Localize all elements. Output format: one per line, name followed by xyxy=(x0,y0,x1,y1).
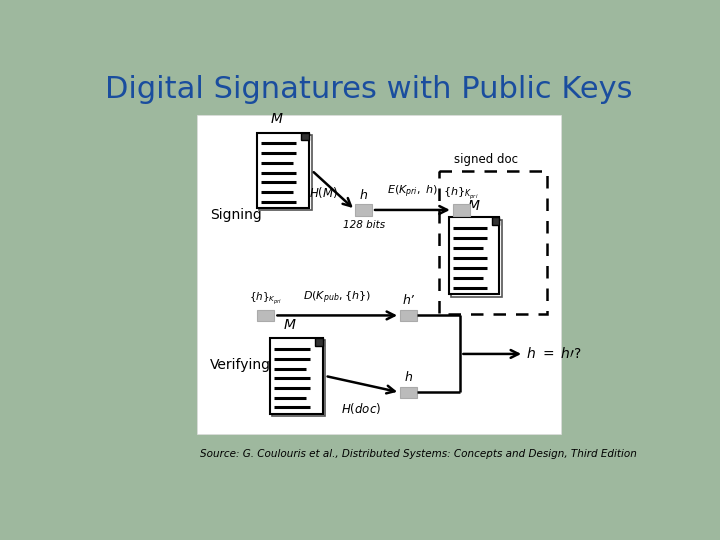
Bar xyxy=(449,217,499,294)
Text: Source: G. Coulouris et al., Distributed Systems: Concepts and Design, Third Edi: Source: G. Coulouris et al., Distributed… xyxy=(200,449,637,458)
Bar xyxy=(451,220,502,296)
Bar xyxy=(302,132,310,140)
Bar xyxy=(400,309,417,321)
Bar xyxy=(400,387,417,398)
Text: M: M xyxy=(468,199,480,213)
Text: $h$: $h$ xyxy=(359,188,368,202)
Text: $H(doc)$: $H(doc)$ xyxy=(341,401,382,416)
Text: M: M xyxy=(284,318,296,332)
Text: h’: h’ xyxy=(402,294,415,307)
Text: 128 bits: 128 bits xyxy=(343,220,384,229)
Text: $\{h\}_{K_{pri}}$: $\{h\}_{K_{pri}}$ xyxy=(444,186,479,202)
Text: $h$: $h$ xyxy=(404,370,413,384)
Bar xyxy=(492,217,499,225)
Bar xyxy=(259,135,312,211)
Text: $\{h\}_{K_{pri}}$: $\{h\}_{K_{pri}}$ xyxy=(249,291,283,307)
Text: $h\ =\ h\prime?$: $h\ =\ h\prime?$ xyxy=(526,347,582,361)
Bar xyxy=(355,204,372,215)
Text: $H(M)$: $H(M)$ xyxy=(310,185,338,200)
Bar xyxy=(270,338,323,414)
Bar xyxy=(315,338,323,346)
Text: $D(K_{pub},\{h\})$: $D(K_{pub},\{h\})$ xyxy=(303,289,371,306)
Bar xyxy=(453,204,469,215)
Text: Verifying: Verifying xyxy=(210,358,271,372)
Text: Signing: Signing xyxy=(210,208,262,222)
Bar xyxy=(258,309,274,321)
Bar xyxy=(272,340,325,416)
Text: M: M xyxy=(271,112,283,126)
Text: signed doc: signed doc xyxy=(454,153,518,166)
Bar xyxy=(438,171,547,314)
Bar xyxy=(256,132,310,208)
Text: $E(K_{pri},\ h)$: $E(K_{pri},\ h)$ xyxy=(387,183,438,200)
Text: Digital Signatures with Public Keys: Digital Signatures with Public Keys xyxy=(105,75,633,104)
Bar xyxy=(197,115,561,434)
